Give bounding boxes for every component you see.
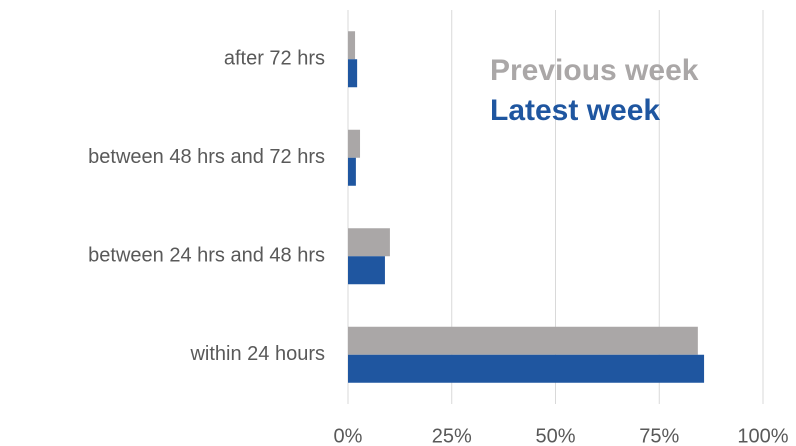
- x-tick-label: 25%: [432, 425, 472, 446]
- bar: [348, 31, 356, 60]
- category-label: within 24 hours: [189, 343, 325, 365]
- bar: [348, 326, 698, 355]
- bar: [348, 157, 356, 186]
- category-label: between 24 hrs and 48 hrs: [88, 245, 325, 267]
- x-tick-label: 0%: [334, 425, 363, 446]
- x-tick-label: 75%: [639, 425, 679, 446]
- bar: [348, 129, 361, 158]
- x-tick-label: 100%: [737, 425, 788, 446]
- bar: [348, 228, 390, 257]
- category-label: after 72 hrs: [224, 48, 325, 70]
- legend-entry: Latest week: [490, 94, 660, 127]
- bar: [348, 354, 705, 383]
- x-tick-label: 50%: [535, 425, 575, 446]
- category-label: between 48 hrs and 72 hrs: [88, 146, 325, 168]
- legend-entry: Previous week: [490, 54, 699, 87]
- bar: [348, 59, 358, 88]
- bar: [348, 256, 385, 285]
